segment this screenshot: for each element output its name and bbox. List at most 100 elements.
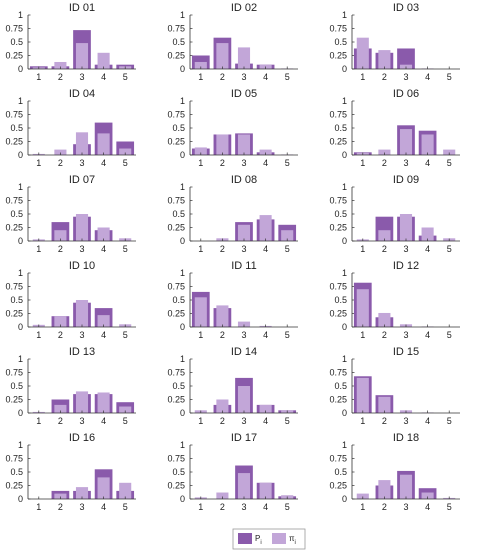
bar-pi (97, 227, 110, 241)
x-tick-label: 5 (285, 330, 290, 340)
y-tick-label: 0.5 (334, 123, 347, 133)
x-tick-label: 4 (425, 72, 430, 82)
panel-title: ID 11 (231, 260, 256, 272)
x-tick-label: 4 (101, 72, 106, 82)
x-tick-label: 2 (58, 330, 63, 340)
x-tick-label: 5 (447, 416, 452, 426)
x-tick-label: 5 (285, 244, 290, 254)
bar-pi (216, 134, 229, 155)
y-tick-label: 0.25 (167, 481, 185, 491)
y-tick-label: 0.75 (167, 196, 185, 206)
panel-title: ID 13 (69, 346, 95, 358)
x-tick-label: 2 (58, 502, 63, 512)
y-tick-label: 0.5 (10, 37, 23, 47)
y-tick-label: 0.75 (5, 110, 23, 120)
y-tick-label: 1 (18, 182, 23, 192)
legend-swatch-p (238, 533, 252, 544)
y-tick-label: 1 (180, 96, 185, 106)
panel-1: ID 01 0 0.25 0.5 0.75 1 1 2 3 4 5 (5, 2, 136, 82)
x-tick-label: 4 (425, 158, 430, 168)
legend: Pi πi (232, 528, 306, 550)
bar-pi (54, 230, 67, 241)
y-tick-label: 0.75 (167, 24, 185, 34)
y-tick-label: 1 (180, 182, 185, 192)
panel-14: ID 14 0 0.25 0.5 0.75 1 1 2 3 4 5 (167, 346, 298, 426)
x-tick-label: 2 (220, 416, 225, 426)
x-tick-label: 1 (360, 158, 365, 168)
y-tick-label: 0.5 (10, 381, 23, 391)
x-tick-label: 1 (360, 502, 365, 512)
x-tick-label: 3 (79, 72, 84, 82)
bar-pi (378, 312, 391, 327)
x-tick-label: 5 (123, 502, 128, 512)
panel-7: ID 07 0 0.25 0.5 0.75 1 1 2 3 4 5 (5, 174, 136, 254)
bar-pi (356, 289, 369, 327)
x-tick-label: 1 (360, 330, 365, 340)
x-tick-label: 1 (198, 330, 203, 340)
x-tick-label: 1 (36, 244, 41, 254)
y-tick-label: 0.25 (329, 223, 347, 233)
panels: ID 01 0 0.25 0.5 0.75 1 1 2 3 4 5 ID 02 0 0.25 0.5 0.75… (5, 2, 460, 512)
bar-pi (399, 474, 413, 499)
panel-18: ID 18 0 0.25 0.5 0.75 1 1 2 3 4 5 (329, 432, 460, 512)
x-tick-label: 2 (382, 158, 387, 168)
bar-pi (216, 492, 229, 499)
x-tick-label: 1 (36, 330, 41, 340)
y-tick-label: 0.5 (172, 37, 185, 47)
x-tick-label: 5 (285, 158, 290, 168)
y-tick-label: 1 (342, 96, 347, 106)
y-tick-label: 1 (180, 440, 185, 450)
bar-pi (97, 392, 110, 413)
x-tick-label: 5 (447, 244, 452, 254)
x-tick-label: 2 (382, 330, 387, 340)
x-tick-label: 3 (79, 502, 84, 512)
y-tick-label: 0.25 (167, 309, 185, 319)
y-tick-label: 0.25 (329, 309, 347, 319)
y-tick-label: 0.25 (329, 51, 347, 61)
panel-title: ID 12 (393, 260, 419, 272)
panel-title: ID 02 (231, 2, 257, 14)
legend-label-p: Pi (255, 534, 262, 546)
x-tick-label: 5 (447, 72, 452, 82)
y-tick-label: 0.5 (172, 295, 185, 305)
y-tick-label: 0.25 (5, 481, 23, 491)
bar-pi (75, 132, 89, 155)
bar-pi (281, 230, 294, 241)
bar-pi (119, 148, 132, 155)
panel-title: ID 17 (231, 432, 257, 444)
x-tick-label: 4 (263, 330, 268, 340)
panel-5: ID 05 0 0.25 0.5 0.75 1 1 2 3 4 5 (167, 88, 298, 168)
x-tick-label: 5 (123, 72, 128, 82)
y-tick-label: 1 (180, 10, 185, 20)
y-tick-label: 0 (180, 150, 185, 160)
x-tick-label: 5 (123, 244, 128, 254)
x-tick-label: 1 (36, 72, 41, 82)
x-tick-label: 3 (79, 330, 84, 340)
y-tick-label: 0 (342, 64, 347, 74)
x-tick-label: 2 (220, 244, 225, 254)
panel-title: ID 07 (69, 174, 95, 186)
panel-4: ID 04 0 0.25 0.5 0.75 1 1 2 3 4 5 (5, 88, 136, 168)
y-tick-label: 1 (18, 268, 23, 278)
bar-pi (237, 321, 251, 327)
panel-2: ID 02 0 0.25 0.5 0.75 1 1 2 3 4 5 (167, 2, 298, 82)
x-tick-label: 1 (198, 158, 203, 168)
panel-title: ID 10 (69, 260, 95, 272)
x-tick-label: 1 (360, 72, 365, 82)
x-tick-label: 4 (263, 72, 268, 82)
y-tick-label: 0 (180, 64, 185, 74)
panel-title: ID 06 (393, 88, 419, 100)
y-tick-label: 0 (18, 322, 23, 332)
bar-pi (97, 315, 110, 327)
x-tick-label: 5 (447, 158, 452, 168)
x-tick-label: 1 (198, 244, 203, 254)
y-tick-label: 0.75 (5, 24, 23, 34)
y-tick-label: 0.75 (167, 368, 185, 378)
y-tick-label: 0.5 (334, 381, 347, 391)
y-tick-label: 1 (342, 182, 347, 192)
bar-pi (443, 149, 456, 155)
y-tick-label: 0.25 (5, 51, 23, 61)
y-tick-label: 1 (180, 354, 185, 364)
bar-pi (75, 214, 89, 241)
